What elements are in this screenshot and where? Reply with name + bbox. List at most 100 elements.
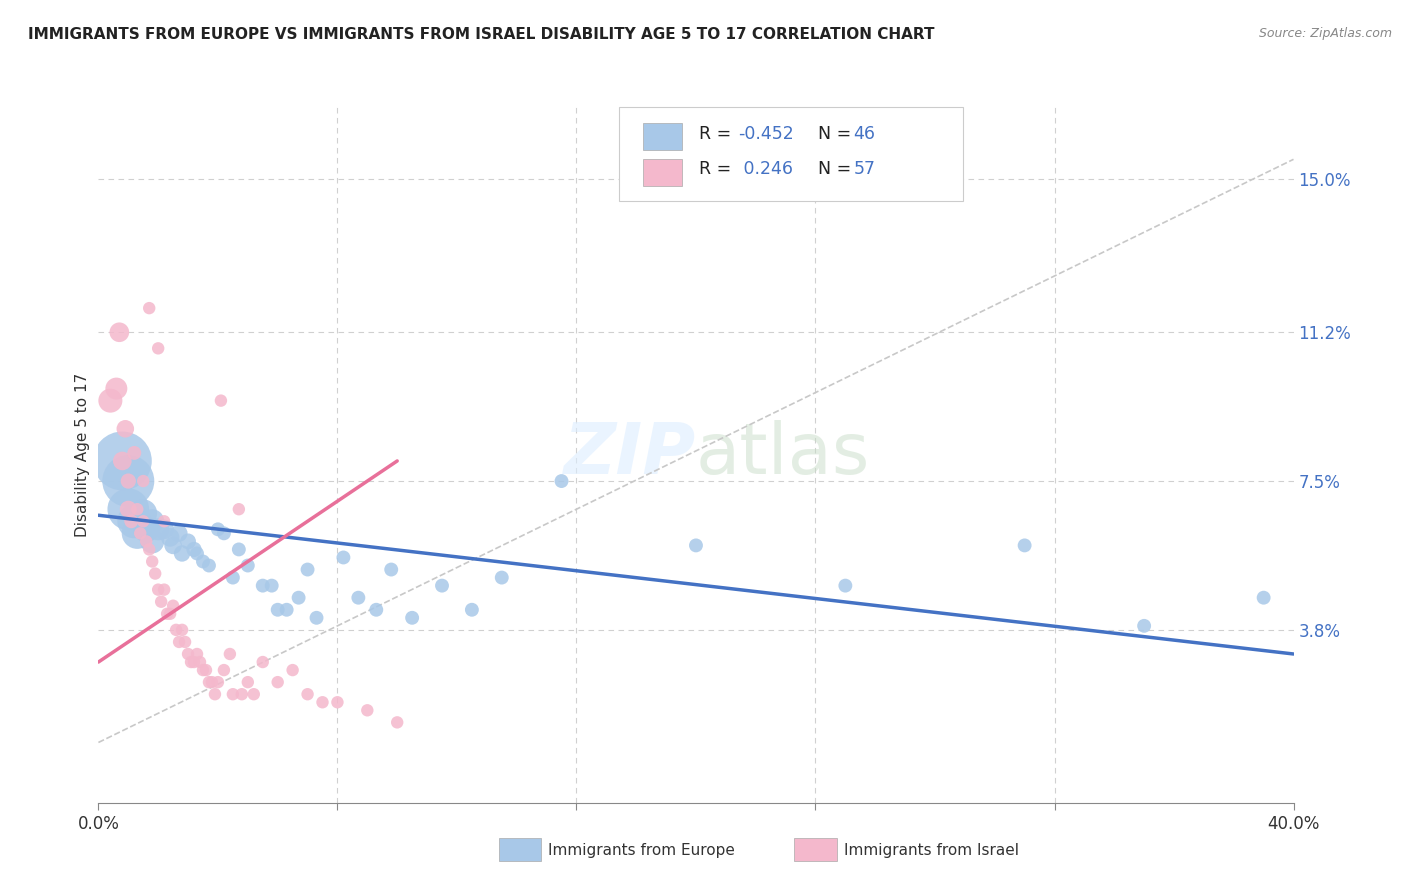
Point bbox=[141, 534, 163, 549]
Point bbox=[685, 538, 707, 552]
Text: N =: N = bbox=[818, 125, 858, 143]
Point bbox=[191, 663, 214, 677]
Point bbox=[380, 562, 402, 576]
Text: Source: ZipAtlas.com: Source: ZipAtlas.com bbox=[1258, 27, 1392, 40]
Point bbox=[834, 579, 856, 593]
Point bbox=[243, 687, 266, 701]
Point bbox=[132, 474, 155, 488]
Point bbox=[401, 611, 423, 625]
Point bbox=[236, 558, 259, 573]
Point bbox=[326, 695, 349, 709]
Point bbox=[297, 687, 319, 701]
Point bbox=[228, 542, 250, 557]
Point bbox=[191, 554, 214, 568]
Point bbox=[186, 546, 208, 560]
Point bbox=[212, 663, 235, 677]
Point bbox=[198, 558, 221, 573]
Point bbox=[332, 550, 354, 565]
Point bbox=[108, 325, 131, 339]
Point bbox=[117, 474, 139, 488]
Text: Immigrants from Europe: Immigrants from Europe bbox=[548, 843, 735, 857]
Point bbox=[172, 623, 194, 637]
Point bbox=[281, 663, 304, 677]
Point bbox=[297, 562, 319, 576]
Point bbox=[162, 538, 184, 552]
Point bbox=[129, 526, 152, 541]
Point bbox=[183, 542, 205, 557]
Point bbox=[114, 422, 136, 436]
Text: N =: N = bbox=[818, 161, 858, 178]
Text: atlas: atlas bbox=[696, 420, 870, 490]
Point bbox=[207, 522, 229, 536]
Point bbox=[305, 611, 328, 625]
Point bbox=[117, 474, 139, 488]
Point bbox=[148, 522, 170, 536]
Text: ZIP: ZIP bbox=[564, 420, 696, 490]
Point bbox=[252, 655, 274, 669]
Point bbox=[156, 607, 179, 621]
Point bbox=[366, 603, 388, 617]
Point bbox=[143, 566, 166, 581]
Text: -0.452: -0.452 bbox=[738, 125, 794, 143]
Point bbox=[1133, 619, 1156, 633]
Text: IMMIGRANTS FROM EUROPE VS IMMIGRANTS FROM ISRAEL DISABILITY AGE 5 TO 17 CORRELAT: IMMIGRANTS FROM EUROPE VS IMMIGRANTS FRO… bbox=[28, 27, 935, 42]
Point bbox=[276, 603, 298, 617]
Point bbox=[198, 675, 221, 690]
Point bbox=[212, 526, 235, 541]
Point bbox=[150, 595, 173, 609]
Point bbox=[111, 454, 134, 468]
Point bbox=[138, 301, 160, 315]
Point bbox=[138, 542, 160, 557]
Point bbox=[167, 526, 190, 541]
Text: R =: R = bbox=[699, 161, 737, 178]
Point bbox=[148, 582, 170, 597]
Point bbox=[228, 502, 250, 516]
Point bbox=[201, 675, 224, 690]
Point bbox=[1014, 538, 1036, 552]
Point bbox=[148, 342, 170, 356]
Point bbox=[430, 579, 453, 593]
Point bbox=[127, 526, 149, 541]
Point bbox=[124, 514, 146, 528]
Point bbox=[153, 582, 176, 597]
Point bbox=[105, 382, 128, 396]
Point bbox=[100, 393, 122, 408]
Point bbox=[111, 454, 134, 468]
Point bbox=[207, 675, 229, 690]
Point bbox=[347, 591, 370, 605]
Point bbox=[141, 514, 163, 528]
Point bbox=[117, 502, 139, 516]
Point bbox=[204, 687, 226, 701]
Point bbox=[159, 607, 181, 621]
Point bbox=[252, 579, 274, 593]
Point bbox=[236, 675, 259, 690]
Point bbox=[231, 687, 253, 701]
Point bbox=[117, 502, 139, 516]
Point bbox=[135, 534, 157, 549]
Point bbox=[491, 571, 513, 585]
Point bbox=[267, 603, 290, 617]
Point bbox=[385, 715, 409, 730]
Point bbox=[287, 591, 309, 605]
Text: 46: 46 bbox=[853, 125, 876, 143]
Point bbox=[180, 655, 202, 669]
Point bbox=[219, 647, 242, 661]
Point bbox=[267, 675, 290, 690]
Point bbox=[195, 663, 218, 677]
Point bbox=[127, 502, 149, 516]
Point bbox=[183, 655, 205, 669]
Point bbox=[461, 603, 484, 617]
Text: Immigrants from Israel: Immigrants from Israel bbox=[844, 843, 1018, 857]
Point bbox=[153, 522, 176, 536]
Point bbox=[167, 635, 190, 649]
Text: 0.246: 0.246 bbox=[738, 161, 793, 178]
Point bbox=[311, 695, 333, 709]
Point bbox=[222, 687, 245, 701]
Point bbox=[132, 506, 155, 520]
Text: R =: R = bbox=[699, 125, 737, 143]
Text: 57: 57 bbox=[853, 161, 876, 178]
Point bbox=[165, 623, 187, 637]
Point bbox=[141, 554, 163, 568]
Point bbox=[135, 522, 157, 536]
Point bbox=[186, 647, 208, 661]
